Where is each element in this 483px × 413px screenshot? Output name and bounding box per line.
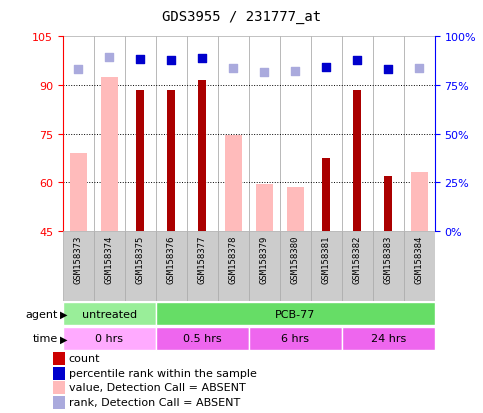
Bar <box>384 176 392 231</box>
Bar <box>218 231 249 301</box>
Bar <box>256 184 273 231</box>
Bar <box>249 37 280 231</box>
Point <box>74 67 82 74</box>
Bar <box>53 382 65 394</box>
Bar <box>311 231 342 301</box>
Bar <box>404 231 435 301</box>
Point <box>260 70 268 76</box>
Bar <box>125 231 156 301</box>
Bar <box>94 231 125 301</box>
Bar <box>53 396 65 408</box>
Bar <box>63 303 156 325</box>
Point <box>136 56 144 63</box>
Bar <box>322 159 330 231</box>
Text: 0 hrs: 0 hrs <box>95 334 123 344</box>
Bar <box>249 231 280 301</box>
Bar <box>373 37 404 231</box>
Bar <box>156 328 249 350</box>
Bar <box>53 353 65 365</box>
Bar <box>342 328 435 350</box>
Text: GSM158382: GSM158382 <box>353 235 362 283</box>
Bar <box>63 231 94 301</box>
Text: GSM158374: GSM158374 <box>105 235 114 283</box>
Text: GDS3955 / 231777_at: GDS3955 / 231777_at <box>162 10 321 24</box>
Bar <box>354 90 361 231</box>
Bar <box>156 231 187 301</box>
Text: 6 hrs: 6 hrs <box>281 334 309 344</box>
Point <box>168 57 175 64</box>
Bar <box>199 81 206 231</box>
Text: GSM158379: GSM158379 <box>260 235 269 283</box>
Bar <box>249 328 342 350</box>
Text: percentile rank within the sample: percentile rank within the sample <box>69 368 256 378</box>
Text: time: time <box>33 334 58 344</box>
Text: GSM158373: GSM158373 <box>74 235 83 283</box>
Text: GSM158375: GSM158375 <box>136 235 145 283</box>
Bar <box>218 37 249 231</box>
Text: 0.5 hrs: 0.5 hrs <box>183 334 222 344</box>
Bar <box>342 231 373 301</box>
Text: ▶: ▶ <box>60 334 68 344</box>
Bar <box>280 231 311 301</box>
Bar <box>287 188 304 231</box>
Text: GSM158384: GSM158384 <box>415 235 424 283</box>
Bar <box>63 37 94 231</box>
Bar <box>125 37 156 231</box>
Text: ▶: ▶ <box>60 309 68 319</box>
Bar <box>101 78 118 231</box>
Point <box>354 57 361 64</box>
Bar <box>373 231 404 301</box>
Point <box>384 67 392 74</box>
Text: GSM158380: GSM158380 <box>291 235 300 283</box>
Bar <box>404 37 435 231</box>
Text: count: count <box>69 353 100 363</box>
Point <box>291 69 299 76</box>
Point <box>105 54 113 61</box>
Bar <box>53 367 65 380</box>
Bar <box>342 37 373 231</box>
Bar <box>156 37 187 231</box>
Bar <box>168 90 175 231</box>
Text: GSM158376: GSM158376 <box>167 235 176 283</box>
Point <box>415 66 423 73</box>
Text: PCB-77: PCB-77 <box>275 309 315 319</box>
Bar <box>411 173 428 231</box>
Text: GSM158377: GSM158377 <box>198 235 207 283</box>
Point <box>199 55 206 62</box>
Bar <box>70 154 87 231</box>
Bar <box>225 136 242 231</box>
Bar <box>136 90 144 231</box>
Text: value, Detection Call = ABSENT: value, Detection Call = ABSENT <box>69 382 245 392</box>
Bar <box>156 303 435 325</box>
Text: GSM158378: GSM158378 <box>229 235 238 283</box>
Bar <box>187 37 218 231</box>
Bar <box>280 37 311 231</box>
Text: agent: agent <box>26 309 58 319</box>
Text: rank, Detection Call = ABSENT: rank, Detection Call = ABSENT <box>69 396 240 407</box>
Bar <box>311 37 342 231</box>
Bar <box>187 231 218 301</box>
Text: untreated: untreated <box>82 309 137 319</box>
Text: GSM158383: GSM158383 <box>384 235 393 283</box>
Bar <box>63 328 156 350</box>
Text: 24 hrs: 24 hrs <box>370 334 406 344</box>
Text: GSM158381: GSM158381 <box>322 235 331 283</box>
Bar <box>94 37 125 231</box>
Point <box>229 66 237 73</box>
Point <box>322 65 330 71</box>
